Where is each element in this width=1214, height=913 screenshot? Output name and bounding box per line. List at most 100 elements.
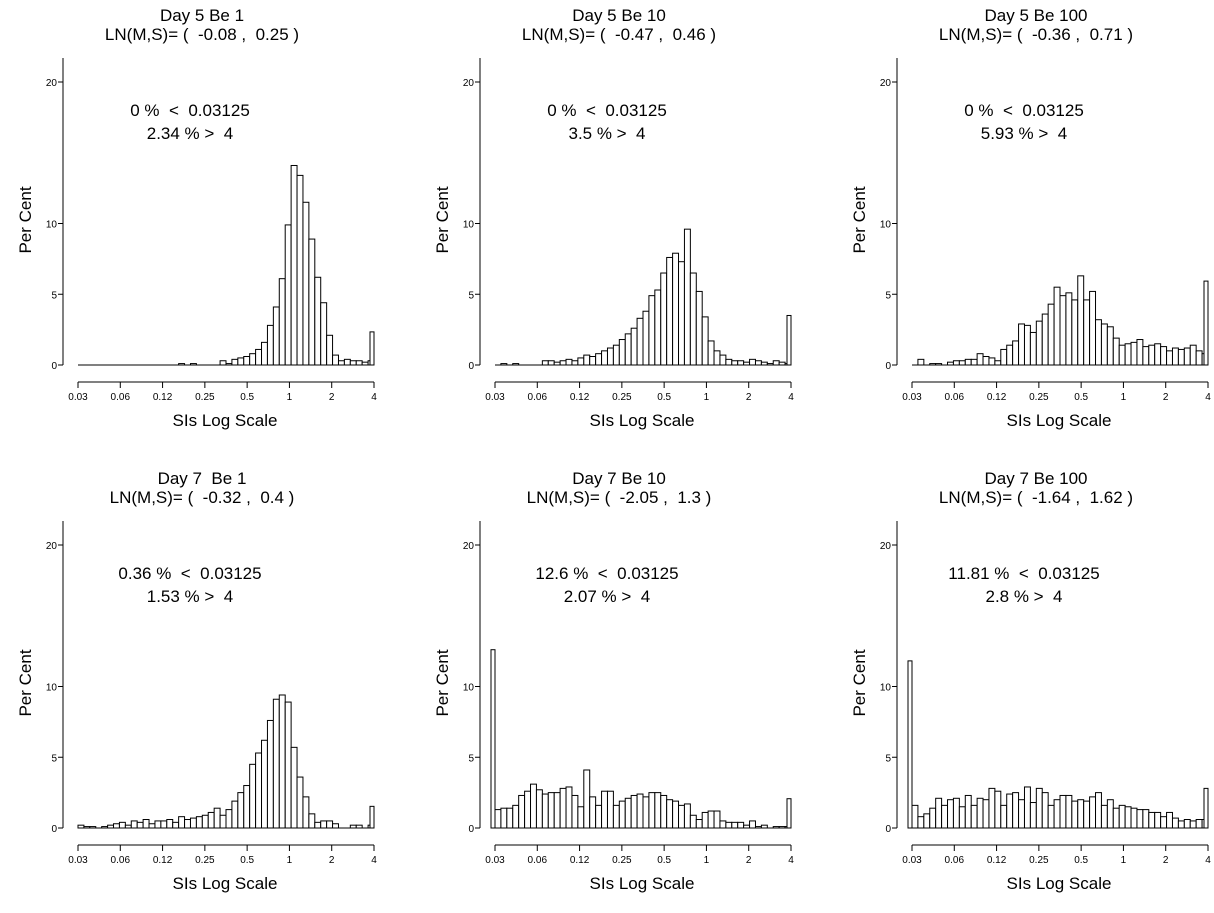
histogram-bar — [1106, 326, 1114, 366]
x-tick-label: 0.03 — [902, 392, 922, 403]
histogram-bar — [1118, 344, 1126, 366]
y-tick-label: 20 — [46, 541, 58, 552]
histogram-bar — [754, 360, 762, 366]
histogram-plot: 0 5 10 20 0.03 0.06 0.12 0.25 0.5 1 2 4 — [463, 521, 794, 866]
x-tick-label: 4 — [371, 392, 377, 403]
y-tick-label: 0 — [51, 824, 57, 835]
x-tick-label: 0.06 — [528, 392, 548, 403]
histogram-bar — [1047, 804, 1055, 829]
histogram-bar — [766, 363, 774, 366]
chart-subtitle: LN(M,S)= ( -0.47 , 0.46 ) — [521, 25, 717, 44]
histogram-bar — [1071, 299, 1079, 366]
histogram-bar — [565, 786, 573, 829]
annotation-below-range: 0.36 % < 0.03125 — [118, 564, 262, 583]
x-tick-label: 1 — [287, 392, 293, 403]
histogram-bar — [571, 794, 579, 829]
y-tick-label: 0 — [885, 824, 891, 835]
histogram-bar — [648, 295, 656, 366]
y-tick-label: 10 — [880, 683, 892, 694]
histogram-bar — [754, 826, 762, 829]
histogram-bar — [636, 793, 644, 829]
histogram-bar — [1142, 346, 1150, 366]
chart-title: Day 5 Be 10 — [572, 6, 666, 25]
x-tick-label: 0.25 — [612, 855, 632, 866]
x-tick-label: 0.06 — [528, 855, 548, 866]
y-tick-label: 20 — [880, 541, 892, 552]
histogram-bar — [272, 306, 280, 366]
histogram-bar — [618, 800, 626, 829]
histogram-bar — [1077, 799, 1085, 829]
histogram-bar — [213, 807, 221, 829]
histogram-bar — [660, 272, 668, 366]
histogram-bar — [731, 360, 739, 366]
histogram-bar — [349, 360, 357, 366]
y-tick-label: 5 — [51, 753, 57, 764]
histogram-bar — [917, 358, 925, 366]
histogram-plot: 0 5 10 20 0.03 0.06 0.12 0.25 0.5 1 2 4 — [463, 58, 794, 403]
histogram-bar — [970, 804, 978, 829]
histogram-bar — [565, 358, 573, 366]
histogram-bar — [1077, 275, 1085, 366]
x-tick-label: 0.5 — [240, 855, 254, 866]
histogram-bar — [314, 276, 322, 366]
histogram-bar — [958, 360, 966, 366]
histogram-bar — [219, 814, 227, 829]
histogram-bar — [731, 821, 739, 829]
histogram-bar — [713, 350, 721, 366]
histogram-bar — [606, 790, 614, 829]
histogram-bar — [642, 796, 650, 829]
y-tick-label: 5 — [468, 290, 474, 301]
histogram-bar — [994, 790, 1002, 829]
histogram-bar — [660, 794, 668, 829]
histogram-bar — [689, 814, 697, 829]
histogram-bar — [1183, 347, 1191, 366]
histogram-bar — [618, 339, 626, 366]
histogram-bar — [1071, 800, 1079, 829]
histogram-bar — [982, 799, 990, 829]
overflow-bar — [786, 314, 792, 366]
histogram-bar — [160, 820, 168, 829]
histogram-bar — [1100, 804, 1108, 829]
histogram-bar — [178, 363, 186, 366]
underflow-bar — [907, 660, 913, 829]
histogram-bar — [1083, 299, 1091, 366]
histogram-panel-3: Day 5 Be 100 LN(M,S)= ( -0.36 , 0.71 ) 0 %… — [834, 0, 1214, 450]
x-tick-label: 0.25 — [1029, 392, 1049, 403]
x-tick-label: 0.5 — [1074, 392, 1088, 403]
chart-title: Day 7 Be 1 — [157, 469, 247, 488]
histogram-bar — [332, 823, 339, 829]
histogram-bar — [1018, 799, 1025, 829]
x-tick-label: 0.12 — [570, 392, 590, 403]
histogram-bar — [701, 811, 709, 829]
histogram-bar — [1166, 811, 1173, 829]
x-tick-label: 0.06 — [111, 392, 131, 403]
histogram-bar — [1171, 817, 1179, 829]
histogram-bar — [1041, 792, 1049, 829]
histogram-bar — [606, 347, 614, 366]
histogram-bar — [559, 787, 567, 829]
histogram-bar — [683, 803, 691, 829]
histogram-bar — [1124, 806, 1132, 829]
overflow-bar — [369, 805, 375, 829]
histogram-bar — [154, 820, 162, 829]
histogram-bar — [695, 819, 703, 829]
x-tick-label: 2 — [746, 855, 752, 866]
histogram-bar — [935, 797, 943, 829]
y-tick-label: 5 — [468, 753, 474, 764]
histogram-bar — [1000, 804, 1008, 829]
histogram-bar — [332, 354, 339, 366]
annotation-below-range: 0 % < 0.03125 — [130, 101, 250, 120]
histogram-bar — [778, 361, 786, 366]
x-tick-label: 1 — [704, 855, 710, 866]
histogram-bar — [707, 810, 715, 829]
histogram-bar — [947, 799, 954, 829]
histogram-bar — [1160, 816, 1168, 829]
histogram-bar — [1112, 337, 1120, 366]
histogram-bar — [225, 363, 233, 366]
histogram-bar — [530, 783, 537, 829]
histogram-bar — [964, 358, 972, 366]
histogram-bar — [737, 360, 745, 366]
annotation-below-range: 0 % < 0.03125 — [547, 101, 667, 120]
histogram-bar — [571, 360, 579, 366]
